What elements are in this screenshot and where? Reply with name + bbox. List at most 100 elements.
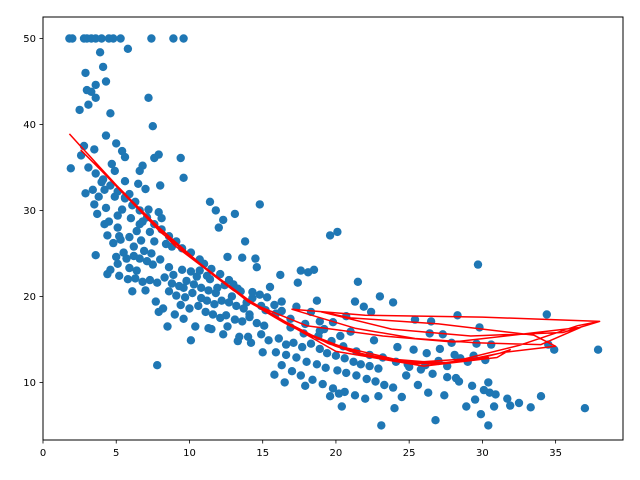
scatter-point: [352, 371, 361, 380]
scatter-point: [374, 364, 383, 373]
scatter-point: [374, 392, 383, 401]
scatter-point: [365, 361, 374, 371]
scatter-point: [201, 307, 210, 317]
scatter-point: [66, 164, 76, 173]
scatter-point: [280, 378, 289, 387]
scatter-point: [147, 249, 156, 258]
scatter-point: [435, 344, 445, 354]
scatter-point: [245, 310, 254, 319]
x-tick-label: 20: [330, 448, 343, 459]
scatter-point: [125, 263, 134, 273]
scatter-point: [425, 329, 434, 338]
scatter-point: [473, 260, 483, 269]
scatter-point: [306, 339, 316, 348]
scatter-point: [550, 345, 559, 354]
scatter-point: [359, 302, 368, 311]
scatter-point: [289, 338, 298, 347]
scatter-point: [312, 296, 322, 305]
scatter-point: [388, 383, 398, 392]
y-tick-label: 20: [23, 292, 36, 303]
scatter-point: [409, 345, 418, 354]
scatter-point: [135, 220, 144, 229]
scatter-point: [375, 292, 385, 301]
scatter-point: [126, 214, 136, 223]
scatter-point: [489, 402, 499, 411]
scatter-point: [169, 270, 178, 280]
scatter-point: [303, 268, 313, 277]
scatter-point: [116, 34, 125, 43]
scatter-point: [150, 237, 159, 246]
scatter-point: [262, 293, 272, 302]
scatter-point: [422, 349, 431, 358]
scatter-point: [144, 205, 153, 214]
fit-line-layer: [68, 133, 601, 367]
scatter-point: [440, 391, 449, 400]
scatter-point: [163, 322, 172, 331]
scatter-point: [98, 175, 108, 184]
scatter-point: [216, 269, 225, 279]
scatter-point: [97, 34, 106, 43]
scatter-point: [462, 402, 471, 411]
scatter-point: [160, 273, 169, 282]
scatter-point: [281, 350, 291, 360]
scatter-point: [274, 334, 283, 343]
scatter-point: [144, 93, 153, 103]
scatter-point: [115, 271, 124, 280]
scatter-point: [219, 330, 228, 339]
scatter-point: [115, 232, 124, 241]
scatter-point: [230, 315, 240, 324]
scatter-point: [132, 266, 141, 275]
scatter-point: [90, 145, 99, 154]
scatter-point: [230, 209, 240, 219]
scatter-point: [113, 211, 122, 220]
scatter-point: [431, 416, 440, 425]
scatter-point: [248, 293, 257, 303]
scatter-point: [176, 300, 185, 310]
scatter-point: [475, 323, 484, 332]
scatter-point: [443, 373, 452, 382]
scatter-point: [169, 34, 178, 43]
scatter-point: [333, 227, 342, 237]
x-tick-label: 15: [256, 448, 269, 459]
scatter-point: [179, 314, 188, 323]
scatter-point: [277, 297, 286, 306]
scatter-point: [240, 237, 250, 246]
scatter-point: [580, 404, 590, 413]
scatter-point: [235, 332, 244, 341]
scatter-point: [91, 34, 100, 43]
scatter-point: [156, 181, 165, 190]
scatter-point: [296, 371, 305, 380]
scatter-point: [223, 322, 232, 331]
scatter-point: [402, 371, 411, 380]
scatter-point: [191, 322, 200, 331]
scatter-point: [202, 271, 212, 280]
scatter-point: [312, 360, 322, 369]
x-tick-label: 30: [476, 448, 489, 459]
x-axis: 0 5 10 15 20 25 30 35: [40, 440, 562, 459]
scatter-point: [109, 238, 118, 248]
scatter-point: [366, 307, 376, 317]
scatter-point: [337, 402, 346, 411]
scatter-point: [88, 185, 98, 194]
scatter-point: [214, 223, 223, 232]
scatter-point: [416, 365, 426, 374]
scatter-point: [103, 269, 112, 279]
scatter-point: [503, 394, 512, 403]
scatter-point: [264, 336, 273, 345]
scatter-point: [258, 348, 267, 357]
scatter-point: [156, 255, 165, 264]
scatter-point: [447, 338, 456, 347]
scatter-point: [81, 68, 90, 78]
y-axis: 10 20 30 40 50: [23, 34, 43, 389]
scatter-point: [135, 254, 144, 263]
scatter-point: [101, 131, 111, 140]
scatter-point: [213, 283, 222, 292]
scatter-point: [255, 290, 264, 299]
scatter-point: [148, 260, 157, 269]
scatter-point: [147, 34, 156, 43]
scatter-point: [302, 357, 311, 366]
scatter-point: [487, 340, 496, 349]
scatter-point: [194, 301, 203, 311]
scatter-point: [195, 266, 204, 275]
scatter-point: [276, 270, 285, 280]
